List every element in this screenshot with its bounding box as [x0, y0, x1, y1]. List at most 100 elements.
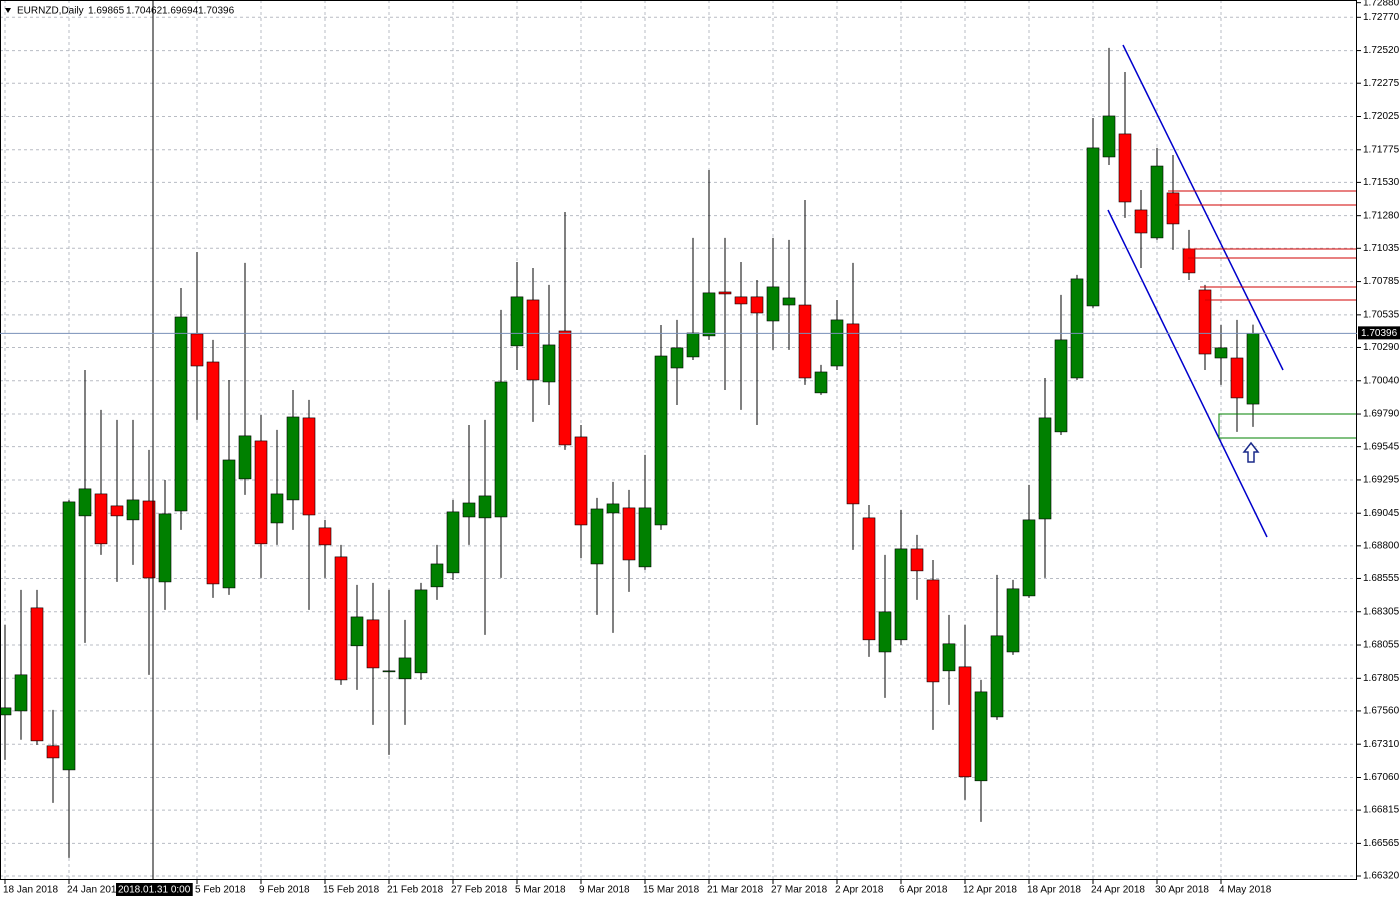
y-tick-label: 1.68555 [1363, 573, 1400, 584]
x-tick-label: 2 Apr 2018 [835, 885, 884, 896]
y-tick-label: 1.66565 [1363, 838, 1400, 849]
candle-body [1070, 278, 1084, 379]
candle-body [574, 436, 588, 526]
y-tick-label: 1.70040 [1363, 375, 1400, 386]
candle-body [238, 435, 252, 480]
candle-body [494, 381, 508, 518]
candle-body [398, 657, 412, 680]
candle-body [1118, 133, 1132, 203]
candle-body [622, 507, 636, 561]
last-price-label: 1.70396 [1361, 328, 1398, 339]
candle-body [174, 316, 188, 512]
x-tick-label: 27 Feb 2018 [451, 885, 508, 896]
x-tick-label: 15 Mar 2018 [643, 885, 700, 896]
candle-body [318, 527, 332, 546]
x-tick-label: 9 Feb 2018 [259, 885, 310, 896]
x-tick-label: 5 Feb 2018 [195, 885, 246, 896]
candle-body [62, 501, 76, 771]
candle-body [110, 505, 124, 517]
y-tick-label: 1.67060 [1363, 772, 1400, 783]
crosshair-label: 2018.01.31 0:00 [118, 885, 191, 896]
candle-body [1134, 209, 1148, 234]
candle-body [414, 589, 428, 674]
y-tick-label: 1.71775 [1363, 144, 1400, 155]
candle-body [366, 619, 380, 669]
x-tick-label: 30 Apr 2018 [1155, 885, 1209, 896]
y-tick-label: 1.68800 [1363, 540, 1400, 551]
candle-body [478, 495, 492, 519]
candle-body [1166, 192, 1180, 225]
candle-body [1038, 417, 1052, 520]
candle-body [510, 296, 524, 347]
x-tick-label: 6 Apr 2018 [899, 885, 948, 896]
candle-body [94, 493, 108, 545]
candle-body [254, 440, 268, 545]
x-tick-label: 15 Feb 2018 [323, 885, 380, 896]
x-tick-label: 9 Mar 2018 [579, 885, 630, 896]
candle-body [590, 508, 604, 565]
candle-body [1182, 248, 1196, 274]
candle-body [974, 691, 988, 782]
last-price-bg [1358, 326, 1400, 340]
y-tick-label: 1.71035 [1363, 243, 1400, 254]
candle-body [606, 503, 620, 514]
candle-body [958, 666, 972, 778]
candle-body [30, 607, 44, 742]
y-tick-label: 1.71280 [1363, 210, 1400, 221]
x-tick-label: 27 Mar 2018 [771, 885, 828, 896]
candle-body [798, 304, 812, 379]
candle-body [158, 513, 172, 583]
arrow [1242, 441, 1260, 463]
candle-body [1150, 165, 1164, 239]
x-tick-label: 24 Apr 2018 [1091, 885, 1145, 896]
y-tick-label: 1.70785 [1363, 276, 1400, 287]
x-tick-label: 12 Apr 2018 [963, 885, 1017, 896]
candle-body [78, 488, 92, 517]
y-tick-label: 1.69790 [1363, 409, 1400, 420]
x-tick-label: 21 Feb 2018 [387, 885, 444, 896]
header: EURNZD,Daily 1.69865 1.70462 1.69694 1.7… [5, 6, 235, 17]
candle-body [1054, 339, 1068, 433]
candle-body [910, 548, 924, 572]
candle-body [1022, 519, 1036, 597]
x-tick-label: 24 Jan 2018 [67, 885, 122, 896]
y-tick-label: 1.71530 [1363, 177, 1400, 188]
candle-body [1086, 147, 1100, 307]
y-tick-label: 1.67805 [1363, 673, 1400, 684]
candle-body [302, 417, 316, 516]
candle-body [686, 332, 700, 358]
x-tick-label: 18 Jan 2018 [3, 885, 58, 896]
candle-body [846, 323, 860, 505]
y-tick-label: 1.66815 [1363, 805, 1400, 816]
candle-body [46, 745, 60, 759]
candle-body [526, 299, 540, 381]
y-tick-label: 1.69295 [1363, 475, 1400, 486]
candle-body [430, 563, 444, 588]
y-tick-label: 1.72770 [1363, 12, 1400, 23]
y-tick-label: 1.72520 [1363, 45, 1400, 56]
candle-body [990, 635, 1004, 718]
candle-body [542, 344, 556, 383]
candle-body [942, 643, 956, 672]
candle-body [638, 507, 652, 568]
x-tick-label: 18 Apr 2018 [1027, 885, 1081, 896]
candle-body [1214, 347, 1228, 359]
trend-line [1122, 44, 1284, 371]
candle-body [334, 556, 348, 681]
y-tick-label: 1.68055 [1363, 640, 1400, 651]
trend-line [1107, 209, 1268, 538]
low-value: 1.69694 [162, 6, 199, 17]
candle-body [702, 292, 716, 337]
crosshair-label-bg [116, 883, 193, 896]
y-tick-label: 1.68305 [1363, 606, 1400, 617]
drawings [1107, 44, 1357, 538]
x-tick-label: 4 May 2018 [1219, 885, 1272, 896]
y-tick-label: 1.69045 [1363, 508, 1400, 519]
candles [0, 47, 1260, 858]
close-value: 1.70396 [198, 6, 235, 17]
candle-body [142, 500, 156, 579]
candle-body [1246, 333, 1260, 405]
candle-body [446, 511, 460, 574]
candle-body [126, 499, 140, 521]
